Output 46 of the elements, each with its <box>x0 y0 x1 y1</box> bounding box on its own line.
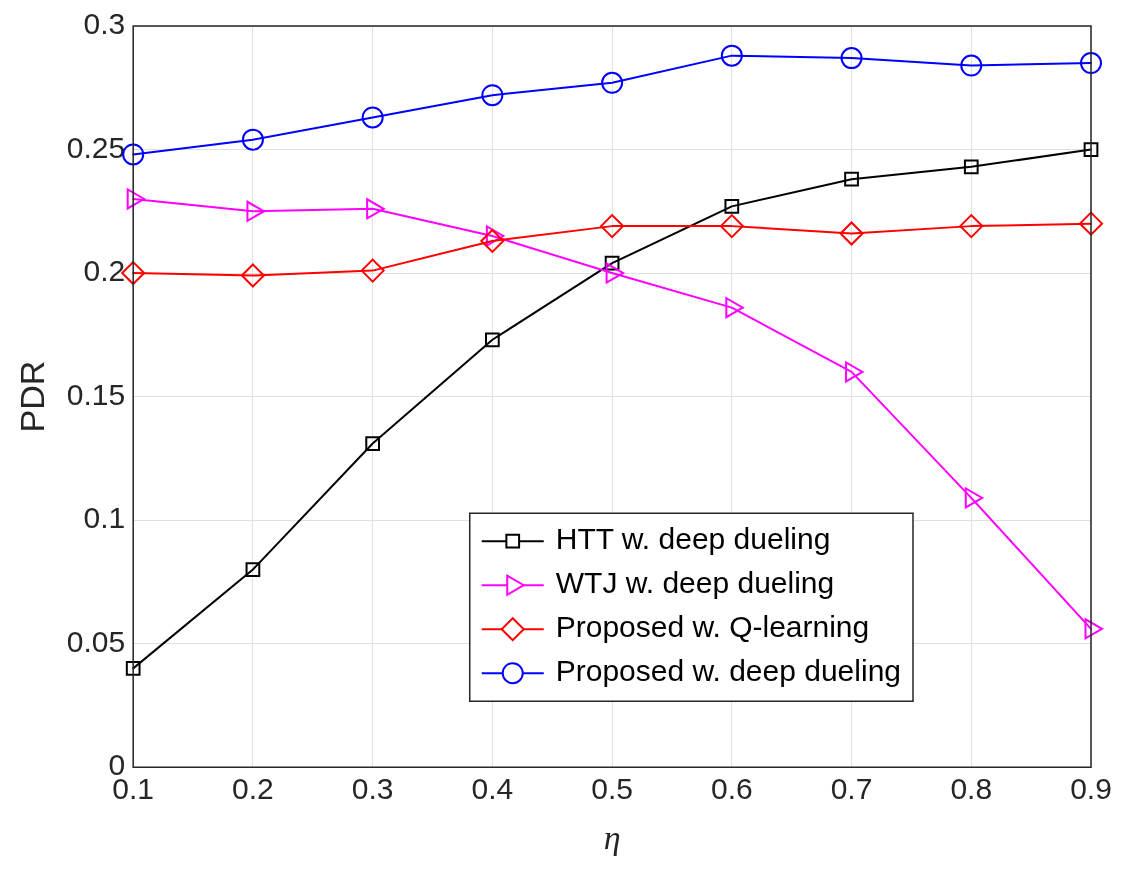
legend-label: WTJ w. deep dueling <box>555 566 835 600</box>
point <box>604 255 620 271</box>
point <box>960 54 983 77</box>
y-tick-label: 0.1 <box>83 501 126 535</box>
point <box>245 562 261 577</box>
point <box>485 332 500 348</box>
point <box>1083 142 1099 157</box>
point <box>719 214 744 239</box>
point <box>601 71 624 94</box>
x-tick-label: 0.2 <box>232 772 274 806</box>
point <box>963 159 979 175</box>
legend-label: Proposed w. deep dueling <box>555 654 901 688</box>
point <box>122 143 145 166</box>
point <box>720 44 743 67</box>
point <box>839 221 864 246</box>
point <box>840 47 863 70</box>
point <box>959 214 984 239</box>
point <box>241 128 264 151</box>
y-tick-label: 0.05 <box>66 624 126 658</box>
point <box>360 258 385 283</box>
point <box>600 214 625 239</box>
x-tick-label: 0.8 <box>950 772 993 806</box>
point <box>361 106 384 129</box>
point <box>365 436 381 451</box>
point <box>1080 52 1102 75</box>
y-tick-label: 0.25 <box>66 130 126 164</box>
y-tick-label: 0.2 <box>83 254 126 288</box>
x-tick-label: 0.6 <box>710 772 753 806</box>
x-tick-label: 0.3 <box>351 772 394 806</box>
x-tick-label: 0.9 <box>1070 772 1112 806</box>
point <box>1079 211 1103 236</box>
y-axis-title: PDR <box>12 360 51 433</box>
legend-label: HTT w. deep dueling <box>555 522 831 556</box>
point <box>481 84 504 107</box>
point <box>844 171 859 187</box>
x-axis-title: η <box>603 818 621 856</box>
y-tick-label: 0.15 <box>66 377 126 411</box>
y-tick-label: 0.3 <box>83 7 126 41</box>
point <box>724 199 740 214</box>
x-tick-label: 0.5 <box>591 772 633 806</box>
legend-label: Proposed w. Q-learning <box>555 610 870 644</box>
x-tick-label: 0.7 <box>830 772 873 806</box>
point <box>240 263 265 288</box>
x-tick-label: 0.4 <box>471 772 514 806</box>
point <box>125 661 141 676</box>
point <box>480 228 505 253</box>
